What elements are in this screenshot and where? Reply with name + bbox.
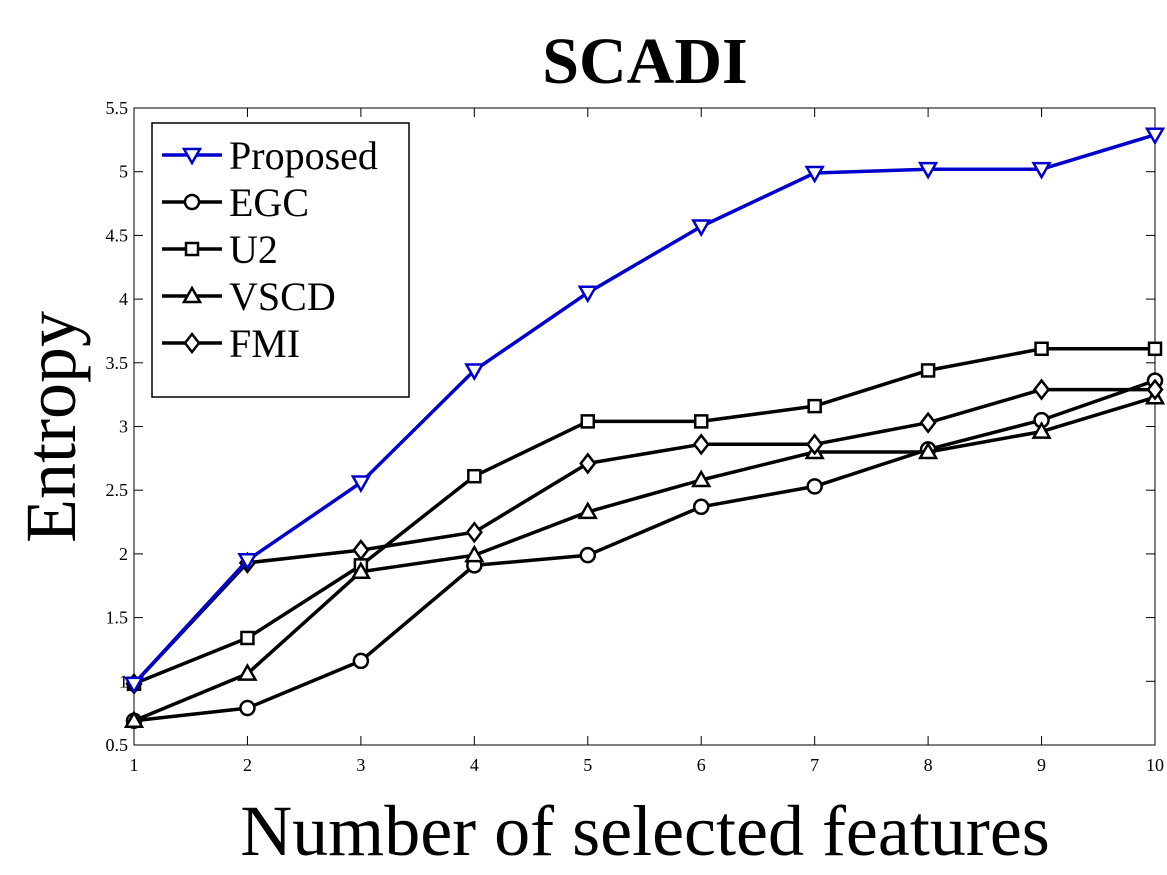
legend-marker bbox=[181, 147, 203, 166]
data-point-proposed bbox=[237, 553, 258, 571]
legend-label: VSCD bbox=[229, 274, 336, 319]
x-tick-label: 6 bbox=[697, 755, 706, 775]
legend-marker bbox=[183, 193, 201, 211]
data-point-fmi bbox=[919, 411, 937, 434]
series-line-proposed bbox=[132, 133, 1156, 685]
y-tick-label: 4 bbox=[119, 289, 128, 309]
data-point-u2 bbox=[580, 414, 596, 429]
data-point-u2 bbox=[467, 468, 482, 484]
data-point-fmi bbox=[806, 433, 824, 456]
data-point-u2 bbox=[1147, 341, 1163, 357]
data-point-vscd bbox=[577, 501, 598, 520]
y-tick-label: 3.5 bbox=[106, 353, 129, 373]
data-point-proposed bbox=[1031, 161, 1052, 180]
data-point-fmi bbox=[579, 452, 597, 475]
data-point-egc bbox=[239, 699, 256, 717]
data-point-proposed bbox=[691, 219, 712, 238]
x-tick-label: 10 bbox=[1146, 755, 1164, 775]
y-tick-label: 5 bbox=[119, 162, 128, 182]
data-point-u2 bbox=[1034, 341, 1049, 357]
legend-label: U2 bbox=[229, 227, 278, 272]
x-tick-label: 2 bbox=[243, 755, 252, 775]
series-proposed bbox=[123, 127, 1166, 695]
series-egc bbox=[125, 372, 1164, 730]
legend-entry-fmi: FMI bbox=[162, 321, 300, 366]
x-tick-label: 7 bbox=[810, 755, 819, 775]
data-point-fmi bbox=[692, 433, 710, 456]
x-tick-label: 3 bbox=[356, 755, 365, 775]
data-point-vscd bbox=[123, 710, 145, 729]
legend-box bbox=[151, 122, 410, 398]
x-tick-label: 8 bbox=[924, 755, 933, 775]
legend-marker bbox=[184, 241, 200, 257]
data-point-vscd bbox=[464, 544, 485, 563]
data-point-fmi bbox=[465, 521, 483, 544]
data-point-egc bbox=[692, 498, 710, 516]
legend-entry-vscd: VSCD bbox=[162, 274, 336, 319]
legend-label: Proposed bbox=[229, 133, 378, 178]
data-point-u2 bbox=[240, 630, 255, 646]
data-point-proposed bbox=[464, 363, 485, 381]
y-tick-label: 0.5 bbox=[106, 735, 129, 755]
data-point-proposed bbox=[1144, 127, 1166, 146]
y-tick-label: 3 bbox=[119, 417, 128, 437]
data-point-vscd bbox=[691, 469, 712, 488]
data-point-egc bbox=[352, 652, 370, 670]
series-line-fmi bbox=[132, 387, 1155, 685]
x-tick-label: 5 bbox=[583, 755, 592, 775]
y-axis: 0.5 1 1.5 2 2.5 3 3.5 4 4.5 5 5.5 bbox=[106, 98, 1155, 755]
data-point-egc bbox=[579, 546, 597, 564]
legend-marker bbox=[181, 285, 203, 304]
data-point-fmi bbox=[1146, 378, 1164, 401]
x-axis: 1 2 3 4 5 6 7 8 9 10 bbox=[130, 108, 1164, 775]
y-tick-label: 4.5 bbox=[106, 225, 129, 245]
y-tick-label: 1.5 bbox=[106, 608, 129, 628]
legend-entry-proposed: Proposed bbox=[162, 133, 378, 178]
legend-label: EGC bbox=[229, 180, 309, 225]
y-tick-label: 2 bbox=[119, 544, 128, 564]
data-point-u2 bbox=[693, 414, 709, 429]
chart-title: SCADI bbox=[542, 25, 747, 98]
x-tick-label: 4 bbox=[470, 755, 479, 775]
x-tick-label: 1 bbox=[130, 755, 139, 775]
data-point-proposed bbox=[123, 676, 145, 695]
data-point-vscd bbox=[237, 663, 258, 681]
data-point-fmi bbox=[1032, 378, 1051, 401]
data-point-proposed bbox=[917, 161, 939, 180]
legend-marker bbox=[183, 331, 201, 355]
series-line-u2 bbox=[133, 347, 1155, 686]
legend-entry-egc: EGC bbox=[162, 180, 309, 225]
legend-entry-u2: U2 bbox=[162, 227, 278, 272]
y-tick-label: 5.5 bbox=[106, 98, 129, 118]
plot-series bbox=[123, 127, 1166, 730]
data-point-u2 bbox=[807, 398, 822, 414]
data-point-vscd bbox=[1031, 421, 1052, 439]
data-point-vscd bbox=[917, 441, 939, 460]
data-point-proposed bbox=[350, 475, 372, 494]
series-line-vscd bbox=[133, 395, 1156, 723]
y-tick-label: 1 bbox=[119, 671, 128, 691]
series-line-egc bbox=[133, 378, 1156, 723]
x-axis-label: Number of selected features bbox=[240, 791, 1050, 871]
data-point-u2 bbox=[920, 363, 936, 378]
data-point-vscd bbox=[350, 561, 372, 579]
data-point-egc bbox=[806, 478, 823, 495]
data-point-fmi bbox=[352, 539, 370, 562]
y-axis-label: Entropy bbox=[11, 311, 91, 543]
data-point-proposed bbox=[577, 285, 598, 304]
x-tick-label: 9 bbox=[1037, 755, 1046, 775]
y-tick-label: 2.5 bbox=[106, 480, 129, 500]
legend-label: FMI bbox=[229, 321, 300, 366]
data-point-proposed bbox=[804, 165, 825, 184]
